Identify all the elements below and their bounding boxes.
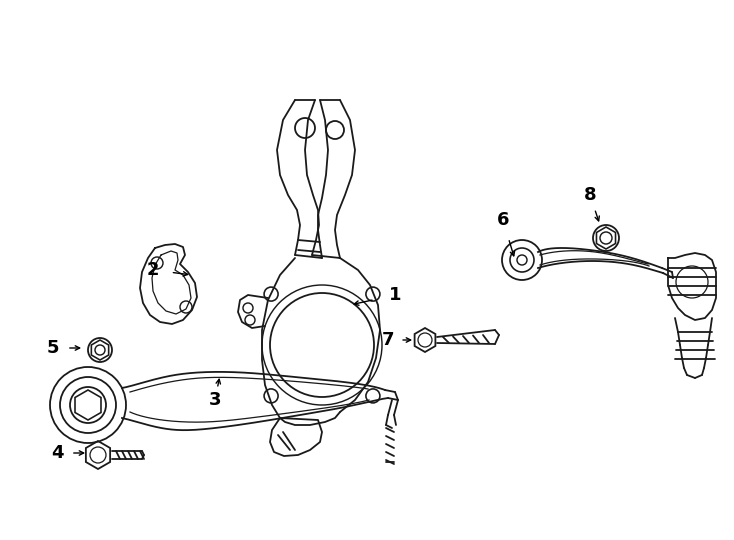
Text: 2: 2 — [147, 261, 159, 279]
Text: 8: 8 — [584, 186, 596, 204]
Text: 7: 7 — [382, 331, 394, 349]
Text: 3: 3 — [208, 391, 221, 409]
Text: 5: 5 — [47, 339, 59, 357]
Text: 1: 1 — [389, 286, 401, 304]
Text: 4: 4 — [51, 444, 63, 462]
Text: 6: 6 — [497, 211, 509, 229]
